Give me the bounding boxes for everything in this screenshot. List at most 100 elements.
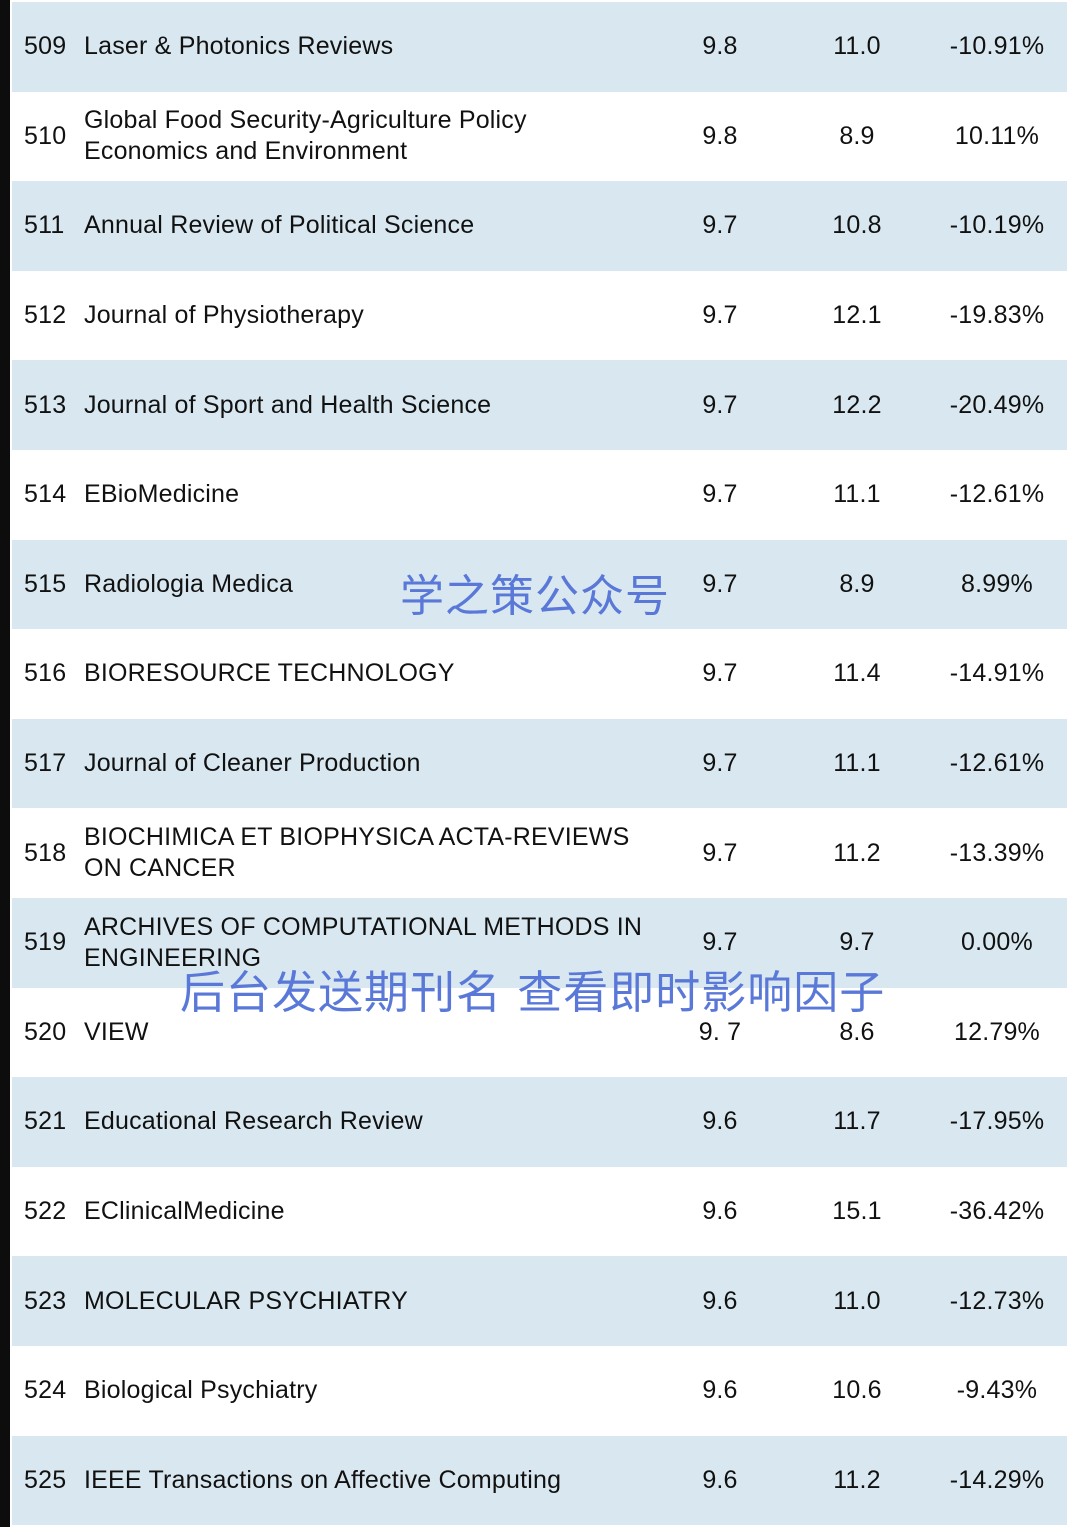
- rank-cell: 516: [24, 659, 67, 688]
- previous-if-cell: 11.4: [833, 659, 881, 688]
- journal-name-cell: BIOCHIMICA ET BIOPHYSICA ACTA-REVIEWS ON…: [84, 823, 630, 883]
- rank-cell: 524: [24, 1376, 67, 1405]
- journal-name-cell: MOLECULAR PSYCHIATRY: [84, 1286, 408, 1315]
- current-if-cell: 9. 7: [698, 1017, 742, 1046]
- current-if-cell: 9.8: [702, 121, 738, 150]
- current-if-cell: 9.7: [702, 569, 738, 598]
- change-cell: 0.00%: [961, 928, 1033, 957]
- current-if-cell: 9.7: [702, 749, 738, 778]
- change-cell: -14.29%: [949, 1465, 1045, 1494]
- rank-cell: 513: [24, 390, 67, 419]
- rank-cell: 512: [24, 301, 67, 330]
- journal-name-cell: Laser & Photonics Reviews: [84, 32, 394, 61]
- previous-if-cell: 8.6: [839, 1017, 875, 1046]
- change-cell: -14.91%: [949, 659, 1045, 688]
- table-row: 525 IEEE Transactions on Affective Compu…: [12, 1435, 1067, 1526]
- table-row: 516 BIORESOURCE TECHNOLOGY 9.7 11.4 -14.…: [12, 629, 1067, 719]
- rank-cell: 509: [24, 32, 67, 61]
- journal-name-cell: Global Food Security-Agriculture Policy …: [84, 106, 527, 166]
- change-cell: -13.39%: [949, 838, 1045, 867]
- previous-if-cell: 12.2: [832, 390, 882, 419]
- current-if-cell: 9.7: [702, 480, 738, 509]
- previous-if-cell: 11.0: [833, 1286, 881, 1315]
- previous-if-cell: 10.6: [832, 1376, 882, 1405]
- previous-if-cell: 11.0: [833, 32, 881, 61]
- table-row: 520 VIEW 9. 7 8.6 12.79%: [12, 987, 1067, 1078]
- table-row: 523 MOLECULAR PSYCHIATRY 9.6 11.0 -12.73…: [12, 1256, 1067, 1346]
- table-row: 515 Radiologia Medica 9.7 8.9 8.99%: [12, 539, 1067, 630]
- rank-cell: 514: [24, 480, 67, 509]
- current-if-cell: 9.8: [702, 32, 738, 61]
- previous-if-cell: 9.7: [839, 928, 875, 957]
- current-if-cell: 9.6: [702, 1197, 738, 1226]
- rank-cell: 511: [24, 211, 65, 240]
- table-row: 509 Laser & Photonics Reviews 9.8 11.0 -…: [12, 2, 1067, 92]
- table-row: 519 ARCHIVES OF COMPUTATIONAL METHODS IN…: [12, 897, 1067, 988]
- previous-if-cell: 15.1: [832, 1197, 882, 1226]
- previous-if-cell: 11.1: [833, 480, 881, 509]
- change-cell: -10.19%: [949, 211, 1045, 240]
- change-cell: -12.61%: [949, 749, 1045, 778]
- current-if-cell: 9.6: [702, 1376, 738, 1405]
- journal-name-cell: BIORESOURCE TECHNOLOGY: [84, 659, 455, 688]
- current-if-cell: 9.7: [702, 659, 738, 688]
- journal-name-cell: IEEE Transactions on Affective Computing: [84, 1465, 562, 1494]
- previous-if-cell: 8.9: [839, 569, 875, 598]
- previous-if-cell: 10.8: [832, 211, 882, 240]
- previous-if-cell: 12.1: [832, 301, 882, 330]
- previous-if-cell: 11.2: [833, 1465, 881, 1494]
- left-border: [0, 0, 10, 1527]
- change-cell: -19.83%: [949, 301, 1045, 330]
- table-row: 518 BIOCHIMICA ET BIOPHYSICA ACTA-REVIEW…: [12, 808, 1067, 898]
- change-cell: -10.91%: [949, 32, 1045, 61]
- previous-if-cell: 8.9: [839, 121, 875, 150]
- journal-name-cell: Journal of Cleaner Production: [84, 749, 421, 778]
- current-if-cell: 9.6: [702, 1465, 738, 1494]
- table-row: 517 Journal of Cleaner Production 9.7 11…: [12, 718, 1067, 809]
- change-cell: -12.73%: [949, 1286, 1045, 1315]
- rank-cell: 518: [24, 838, 67, 867]
- table-row: 524 Biological Psychiatry 9.6 10.6 -9.43…: [12, 1345, 1067, 1436]
- current-if-cell: 9.6: [702, 1286, 738, 1315]
- journal-name-cell: VIEW: [84, 1017, 149, 1046]
- rank-cell: 515: [24, 569, 67, 598]
- current-if-cell: 9.6: [702, 1107, 738, 1136]
- journal-name-cell: Radiologia Medica: [84, 569, 294, 598]
- current-if-cell: 9.7: [702, 928, 738, 957]
- table-row: 522 EClinicalMedicine 9.6 15.1 -36.42%: [12, 1166, 1067, 1257]
- change-cell: 10.11%: [954, 121, 1040, 150]
- account-watermark: 学之策公众号: [400, 571, 670, 622]
- rank-cell: 525: [24, 1465, 67, 1494]
- current-if-cell: 9.7: [702, 211, 738, 240]
- current-if-cell: 9.7: [702, 390, 738, 419]
- journal-name-cell: EBioMedicine: [84, 480, 240, 509]
- change-cell: -17.95%: [949, 1107, 1045, 1136]
- table-row: 521 Educational Research Review 9.6 11.7…: [12, 1077, 1067, 1167]
- journal-name-cell: Annual Review of Political Science: [84, 211, 475, 240]
- tagline-watermark: 后台发送期刊名 查看即时影响因子: [180, 966, 886, 1019]
- table-row: 512 Journal of Physiotherapy 9.7 12.1 -1…: [12, 270, 1067, 361]
- change-cell: -20.49%: [949, 390, 1045, 419]
- table-row: 510 Global Food Security-Agriculture Pol…: [12, 91, 1067, 182]
- rank-cell: 521: [24, 1107, 67, 1136]
- journal-name-cell: Biological Psychiatry: [84, 1376, 318, 1405]
- previous-if-cell: 11.7: [833, 1107, 881, 1136]
- previous-if-cell: 11.1: [833, 749, 881, 778]
- rank-cell: 522: [24, 1197, 67, 1226]
- rank-cell: 519: [24, 928, 67, 957]
- change-cell: -12.61%: [949, 480, 1045, 509]
- table-row: 514 EBioMedicine 9.7 11.1 -12.61%: [12, 449, 1067, 540]
- previous-if-cell: 11.2: [833, 838, 881, 867]
- current-if-cell: 9.7: [702, 301, 738, 330]
- rank-cell: 523: [24, 1286, 67, 1315]
- table-row: 511 Annual Review of Political Science 9…: [12, 181, 1067, 271]
- journal-name-cell: Journal of Sport and Health Science: [84, 390, 492, 419]
- journal-name-cell: Educational Research Review: [84, 1107, 423, 1136]
- change-cell: 12.79%: [954, 1017, 1040, 1046]
- change-cell: -36.42%: [949, 1197, 1045, 1226]
- rank-cell: 520: [24, 1017, 67, 1046]
- journal-name-cell: Journal of Physiotherapy: [84, 301, 364, 330]
- table-row: 513 Journal of Sport and Health Science …: [12, 360, 1067, 450]
- journal-name-cell: EClinicalMedicine: [84, 1197, 285, 1226]
- current-if-cell: 9.7: [702, 838, 738, 867]
